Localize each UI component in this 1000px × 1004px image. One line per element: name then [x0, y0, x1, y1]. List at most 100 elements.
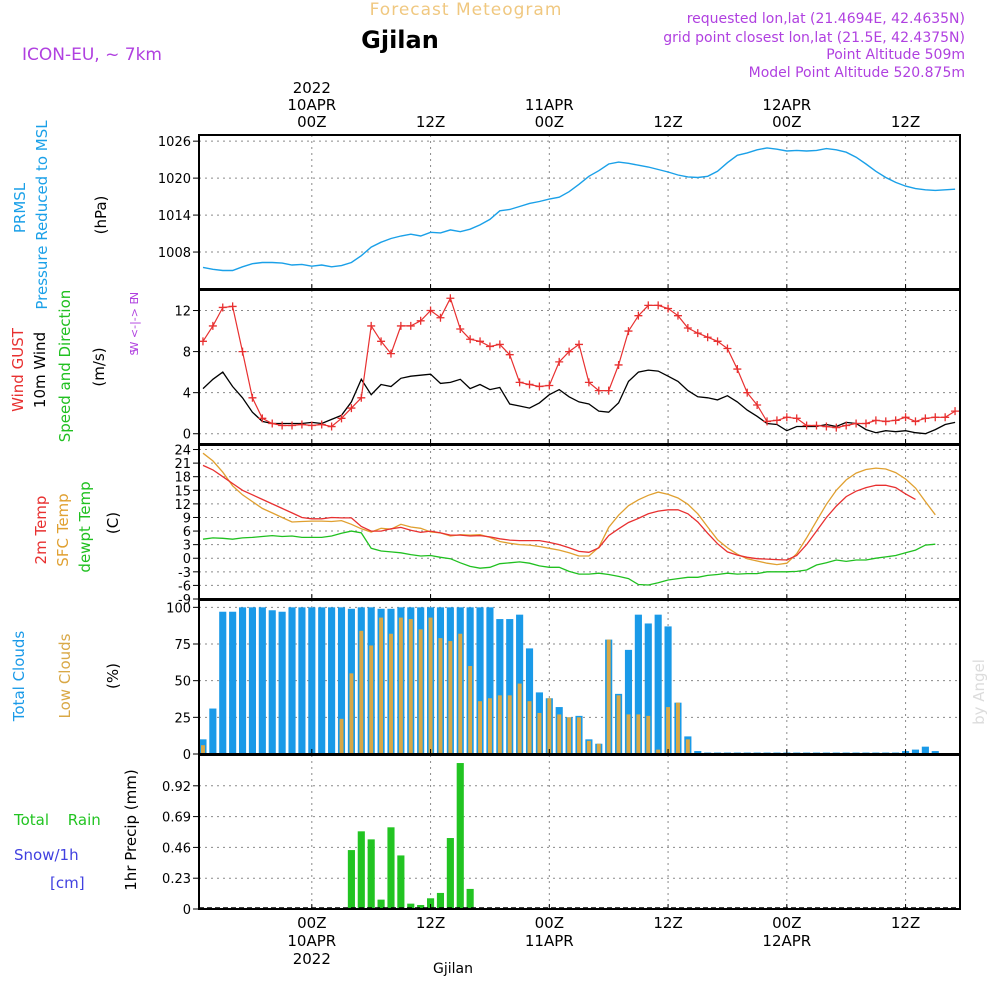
total-cloud-bar	[654, 614, 662, 753]
gust-marker	[644, 301, 653, 310]
low-cloud-bar	[458, 633, 463, 753]
sfc-label: SFC Temp	[54, 493, 72, 566]
total-cloud-bar	[476, 607, 484, 753]
total-cloud-bar	[842, 752, 850, 754]
y-tick-label: 0	[183, 552, 191, 567]
gust-marker	[852, 419, 861, 428]
dewpt-label: dewpt Temp	[76, 481, 94, 572]
time-label-bottom: 00Z	[535, 914, 564, 932]
gust-marker	[842, 421, 851, 430]
direction-label: Speed and Direction	[56, 290, 74, 443]
y-tick-label: 50	[174, 675, 191, 690]
gust-marker	[268, 419, 277, 428]
low-cloud-bar	[497, 695, 502, 753]
panel-frame	[198, 289, 961, 445]
low-cloud-bar	[517, 683, 522, 753]
total-cloud-bar	[694, 751, 702, 753]
y-tick-label: 0	[183, 748, 191, 763]
y-tick-label: 100	[166, 601, 191, 616]
gust-marker	[337, 414, 346, 423]
total-cloud-bar	[872, 752, 880, 754]
gust-marker	[584, 378, 593, 387]
gust-marker	[683, 323, 692, 332]
low-cloud-bar	[487, 698, 492, 753]
low-cloud-bar	[369, 645, 374, 753]
time-label-top: 11APR	[525, 96, 574, 114]
total-cloud-bar	[525, 648, 534, 753]
total-cloud-bar	[812, 752, 821, 754]
low-cloud-bar	[379, 617, 384, 753]
gust-marker	[763, 417, 772, 426]
time-label-top: 2022	[293, 79, 331, 97]
rain-bar	[427, 898, 435, 908]
low-cloud-bar	[339, 718, 344, 753]
total-cloud-bar	[931, 751, 939, 753]
total-cloud-bar	[892, 752, 900, 754]
gust-marker	[782, 413, 791, 422]
total-cloud-bar	[248, 607, 257, 753]
time-label-bottom: 10APR	[287, 932, 336, 950]
y-tick-label: 4	[183, 387, 191, 402]
time-label-top: 12Z	[653, 113, 682, 131]
gust-marker	[476, 337, 485, 346]
watermark: by Angel	[970, 659, 988, 725]
total-cloud-bar	[704, 752, 712, 754]
y-tick-label: -3	[178, 566, 191, 581]
total-cloud-bar	[822, 752, 830, 754]
low-cloud-bar	[646, 715, 651, 753]
gust-marker	[713, 337, 722, 346]
total-cloud-bar	[803, 752, 811, 754]
y-tick-label: 0.69	[162, 811, 191, 826]
gust-marker	[565, 347, 574, 356]
station-title: Gjilan	[361, 26, 439, 54]
total-cloud-bar	[337, 607, 346, 753]
y-tick-label: 3	[183, 539, 191, 554]
gust-marker	[911, 417, 920, 426]
y-tick-label: 21	[174, 457, 191, 472]
footer-station: Gjilan	[433, 961, 473, 977]
gust-marker	[664, 304, 673, 313]
y-tick-label: 0	[183, 428, 191, 443]
wind-speed-line	[202, 369, 956, 435]
total-cloud-bar	[921, 746, 929, 753]
cloud-unit: (%)	[104, 663, 122, 689]
rain-label: Total Rain	[13, 811, 101, 829]
time-label-bottom: 00Z	[772, 914, 801, 932]
gust-marker	[248, 393, 257, 402]
time-label-top: 10APR	[287, 96, 336, 114]
y-tick-label: 75	[174, 638, 191, 653]
low-cloud-bar	[666, 707, 671, 753]
sfc-temp-line	[202, 452, 936, 566]
gust-marker	[941, 413, 950, 422]
total-cloud-bar	[773, 752, 781, 754]
gust-marker	[228, 302, 237, 311]
gust-marker	[367, 321, 376, 330]
low-cloud-bar	[656, 749, 661, 753]
total-cloud-bar	[268, 610, 276, 753]
time-label-top: 12Z	[416, 113, 445, 131]
gust-line	[202, 296, 956, 429]
total-cloud-bar	[753, 752, 761, 754]
rain-bar	[417, 904, 425, 908]
y-tick-label: 15	[174, 484, 191, 499]
total-cloud-bar	[278, 611, 286, 753]
dewpt-line	[202, 530, 936, 586]
gust-marker	[575, 340, 584, 349]
low-cloud-bar	[547, 698, 552, 753]
low-cloud-bar	[636, 714, 641, 753]
pressure-unit: (hPa)	[92, 196, 110, 235]
gust-marker	[931, 413, 940, 422]
total-cloud-label: Total Clouds	[10, 631, 28, 723]
total-cloud-bar	[832, 752, 840, 754]
gust-marker	[446, 294, 455, 303]
gust-marker	[208, 321, 217, 330]
total-cloud-bar	[743, 752, 751, 754]
low-cloud-bar	[418, 629, 423, 753]
low-cloud-bar	[596, 743, 601, 753]
rain-bar	[397, 855, 405, 908]
temp-unit: (C)	[104, 512, 122, 534]
low-cloud-bar	[527, 701, 532, 753]
low-cloud-bar	[428, 617, 433, 753]
total-cloud-bar	[496, 619, 504, 753]
